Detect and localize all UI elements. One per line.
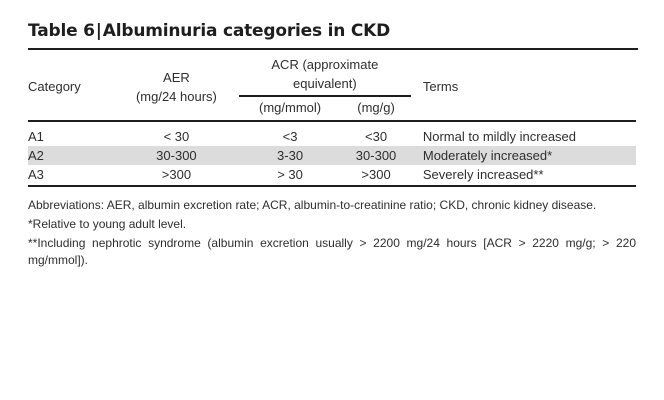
table-number: Table 6 (28, 21, 95, 41)
header-aer-line1: AER (163, 69, 190, 85)
cell-acr-mmol: <3 (282, 129, 298, 144)
table-title: Table 6|Albuminuria categories in CKD (28, 18, 638, 50)
cell-aer: < 30 (163, 129, 190, 144)
header-acr-group: ACR (approximate equivalent) (238, 53, 411, 97)
cell-acr-mg: <30 (365, 129, 388, 144)
header-acr-group-inner: ACR (approximate equivalent) (238, 55, 411, 97)
document: Table 6|Albuminuria categories in CKD Ca… (28, 18, 638, 271)
title-separator: | (95, 21, 102, 41)
header-terms: Terms (410, 53, 636, 122)
table-caption: Albuminuria categories in CKD (102, 21, 391, 41)
cell-aer: 30-300 (113, 146, 239, 165)
cell-terms: Severely increased** (410, 165, 636, 187)
header-aer: AER (mg/24 hours) (113, 53, 239, 122)
cell-terms: Normal to mildly increased (422, 129, 577, 144)
table-row: A2 30-300 3-30 30-300 Moderately increas… (28, 146, 636, 165)
cell-terms: Moderately increased* (410, 146, 636, 165)
albuminuria-table: Category AER (mg/24 hours) ACR (approxim… (28, 53, 636, 187)
cell-category: A3 (28, 165, 114, 187)
cell-category: A1 (28, 129, 44, 144)
cell-category: A2 (28, 146, 114, 165)
cell-acr-mg: >300 (341, 165, 411, 187)
table-notes: Abbreviations: AER, albumin excretion ra… (28, 197, 636, 269)
cell-aer: >300 (113, 165, 239, 187)
abbreviations-note: Abbreviations: AER, albumin excretion ra… (28, 198, 597, 212)
table-row: A3 >300 > 30 >300 Severely increased** (28, 165, 636, 187)
table-row: A1 < 30 <3 <30 Normal to mildly increase… (28, 121, 636, 146)
header-acr-mg: (mg/g) (341, 97, 411, 122)
header-row-1: Category AER (mg/24 hours) ACR (approxim… (28, 53, 636, 122)
cell-acr-mmol: 3-30 (238, 146, 342, 165)
footnote-nephrotic: **Including nephrotic syndrome (albumin … (28, 236, 636, 267)
header-acr-mmol: (mg/mmol) (238, 97, 342, 122)
cell-acr-mmol: > 30 (238, 165, 342, 187)
header-acr-line2: equivalent) (293, 76, 357, 91)
header-acr-line1: ACR (approximate (271, 57, 379, 72)
cell-acr-mg: 30-300 (341, 146, 411, 165)
footnote-relative: *Relative to young adult level. (28, 217, 187, 231)
header-category: Category (28, 53, 114, 122)
header-aer-line2: (mg/24 hours) (135, 88, 217, 104)
header-row-2: (mg/mmol) (mg/g) (28, 97, 636, 122)
